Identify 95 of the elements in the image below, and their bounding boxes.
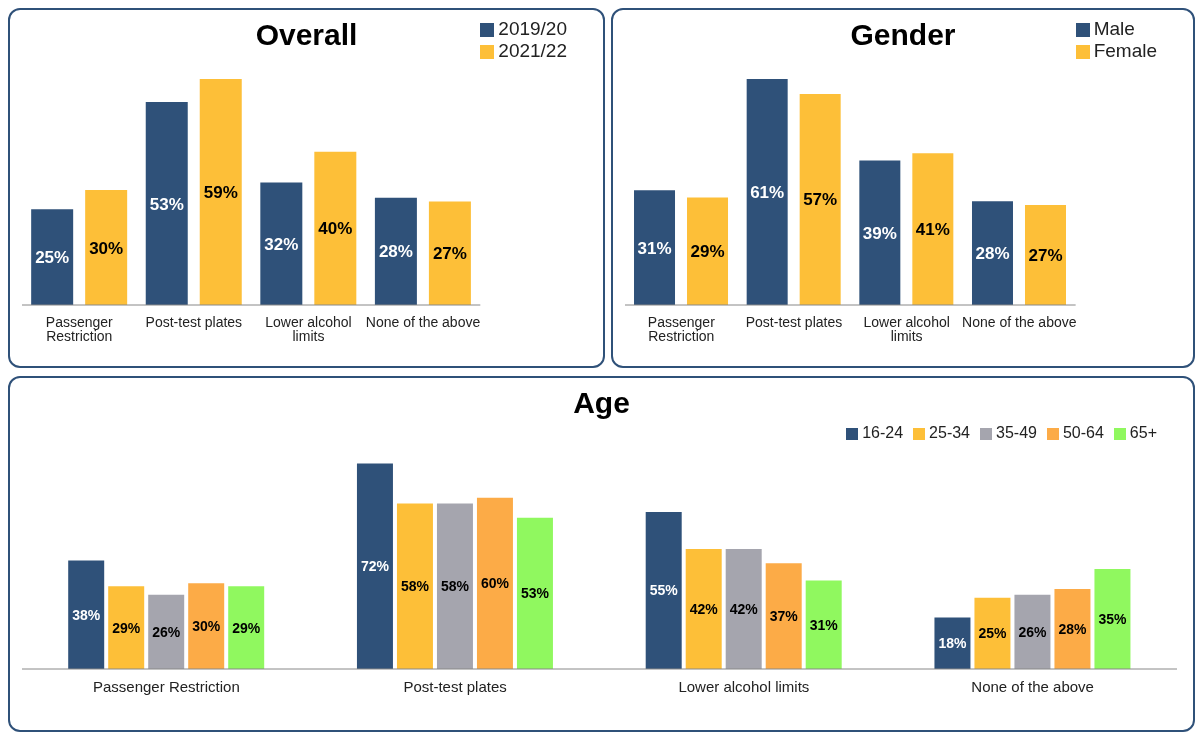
bar	[188, 583, 225, 669]
bar	[1054, 589, 1091, 669]
chart-title: Gender	[850, 18, 956, 51]
legend-label: 35-49	[996, 424, 1037, 441]
bar	[314, 151, 357, 305]
bar	[396, 503, 433, 669]
data-label: 25%	[978, 625, 1008, 642]
data-label: 35%	[1098, 611, 1128, 628]
data-label: 60%	[480, 575, 510, 592]
bar	[971, 201, 1013, 305]
data-label: 59%	[203, 183, 238, 203]
data-label: 29%	[690, 242, 725, 262]
data-label: 28%	[378, 242, 413, 262]
bar	[645, 511, 682, 669]
bar	[199, 79, 242, 305]
bar	[108, 586, 145, 669]
data-label: 18%	[938, 635, 968, 652]
data-label: 40%	[318, 219, 353, 239]
bar	[85, 190, 128, 305]
chart-title: Age	[572, 386, 631, 421]
bar	[31, 209, 74, 305]
bar	[799, 93, 841, 305]
x-tick-label: Post-test plates	[745, 313, 843, 330]
x-tick-label: Post-test plates	[403, 677, 507, 695]
data-label: 26%	[1018, 623, 1048, 640]
data-label: 55%	[649, 582, 679, 599]
legend-label: 2021/22	[498, 40, 567, 61]
data-label: 41%	[915, 220, 950, 240]
legend-label: 16-24	[862, 424, 904, 441]
bar	[145, 102, 188, 305]
bar	[356, 463, 393, 669]
bar	[974, 597, 1011, 669]
bar	[746, 79, 788, 305]
data-label: 29%	[232, 619, 261, 636]
x-tick-label: None of the above	[365, 313, 481, 330]
x-tick-label: Passenger Restriction	[93, 677, 240, 695]
bar	[912, 153, 954, 305]
bar	[148, 594, 185, 669]
data-label: 28%	[975, 244, 1010, 264]
bar	[765, 563, 802, 669]
bar	[859, 160, 901, 305]
data-label: 57%	[803, 190, 838, 210]
data-label: 37%	[769, 608, 799, 625]
data-label: 39%	[862, 223, 897, 243]
bar	[687, 197, 729, 305]
bar	[634, 190, 676, 305]
bar	[1024, 205, 1066, 305]
bar	[228, 586, 265, 669]
bar	[476, 497, 513, 669]
data-label: 53%	[149, 194, 184, 214]
legend-label: 2019/20	[498, 18, 567, 39]
data-label: 53%	[520, 585, 550, 602]
bar	[685, 549, 722, 669]
bar	[260, 182, 303, 305]
data-label: 61%	[750, 183, 785, 203]
data-label: 29%	[112, 619, 141, 636]
legend-label: Female	[1093, 40, 1157, 61]
legend-label: 65+	[1129, 424, 1157, 441]
data-label: 28%	[1058, 621, 1088, 637]
data-label: 32%	[264, 234, 299, 254]
data-label: 26%	[152, 623, 181, 640]
x-tick-label: Lower alcohol limits	[265, 313, 352, 344]
x-tick-label: Passenger Restriction	[45, 313, 114, 344]
legend-label: 50-64	[1062, 424, 1104, 441]
data-label: 42%	[729, 601, 759, 618]
data-label: 27%	[1028, 246, 1063, 266]
bar	[725, 549, 762, 669]
x-tick-label: None of the above	[962, 313, 1077, 330]
x-tick-label: Passenger Restriction	[647, 313, 716, 344]
x-tick-label: Lower alcohol limits	[863, 313, 950, 344]
data-label: 31%	[809, 616, 839, 633]
data-label: 38%	[72, 606, 101, 623]
legend-label: 25-34	[929, 424, 971, 441]
x-tick-label: Post-test plates	[145, 313, 243, 330]
data-label: 30%	[89, 238, 124, 258]
data-label: 31%	[637, 238, 672, 258]
bar	[805, 580, 842, 669]
legend-label: Male	[1093, 18, 1135, 39]
x-tick-label: Lower alcohol limits	[678, 677, 810, 695]
bar	[68, 560, 105, 669]
bar	[516, 517, 553, 669]
data-label: 42%	[689, 601, 719, 618]
bar	[436, 503, 473, 669]
bar	[428, 201, 471, 305]
bar	[1014, 594, 1051, 669]
data-label: 58%	[440, 578, 470, 595]
bar	[374, 197, 417, 305]
data-label: 27%	[432, 244, 467, 264]
data-label: 25%	[35, 248, 70, 268]
chart-title: Overall	[255, 18, 358, 51]
x-tick-label: None of the above	[971, 677, 1094, 695]
bar	[1094, 569, 1131, 669]
data-label: 58%	[400, 578, 430, 595]
data-label: 30%	[192, 618, 221, 635]
data-label: 72%	[360, 558, 390, 575]
